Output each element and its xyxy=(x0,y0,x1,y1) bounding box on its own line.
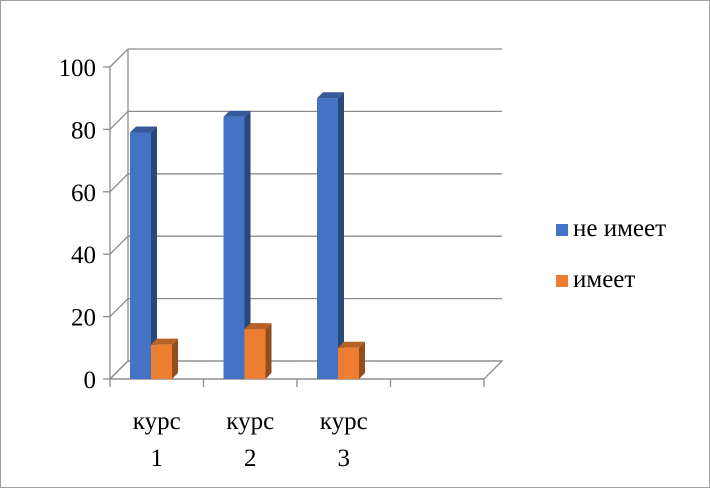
bar xyxy=(223,110,251,380)
y-tick-label: 40 xyxy=(71,242,96,269)
bars xyxy=(130,92,365,380)
x-tick-label: 3 xyxy=(338,445,351,472)
y-tick-label: 100 xyxy=(59,55,97,82)
chart-walls xyxy=(108,49,504,380)
bar xyxy=(244,323,272,379)
bar xyxy=(130,126,157,380)
y-axis-ticks: 0 20 40 60 80 100 xyxy=(59,55,110,394)
bar xyxy=(151,338,178,379)
bar xyxy=(317,92,344,379)
side-gridline xyxy=(109,173,129,193)
x-tick-label: курс xyxy=(226,408,274,435)
x-tick-label: 1 xyxy=(151,445,164,472)
legend-swatch xyxy=(556,275,568,287)
axes xyxy=(109,67,484,380)
side-gridline xyxy=(109,298,129,318)
y-tick-label: 80 xyxy=(71,117,96,144)
legend-label: не имеет xyxy=(573,215,666,242)
y-tick-label: 0 xyxy=(84,367,97,394)
x-tick-label: курс xyxy=(320,408,368,435)
side-gridline xyxy=(109,48,129,68)
x-tick-label: курс xyxy=(133,408,181,435)
bar xyxy=(338,341,365,379)
gridlines xyxy=(109,48,502,380)
side-gridline xyxy=(109,235,129,255)
side-gridline xyxy=(109,110,129,130)
side-gridline xyxy=(109,360,129,380)
legend-label: имеет xyxy=(573,266,635,293)
legend: не имеет имеет xyxy=(556,215,666,293)
x-tick-label: 2 xyxy=(244,445,257,472)
y-tick-label: 60 xyxy=(71,180,96,207)
x-axis-ticks: курс 1 курс 2 курс 3 xyxy=(109,379,485,472)
y-tick-label: 20 xyxy=(71,305,96,332)
legend-swatch xyxy=(556,224,568,236)
